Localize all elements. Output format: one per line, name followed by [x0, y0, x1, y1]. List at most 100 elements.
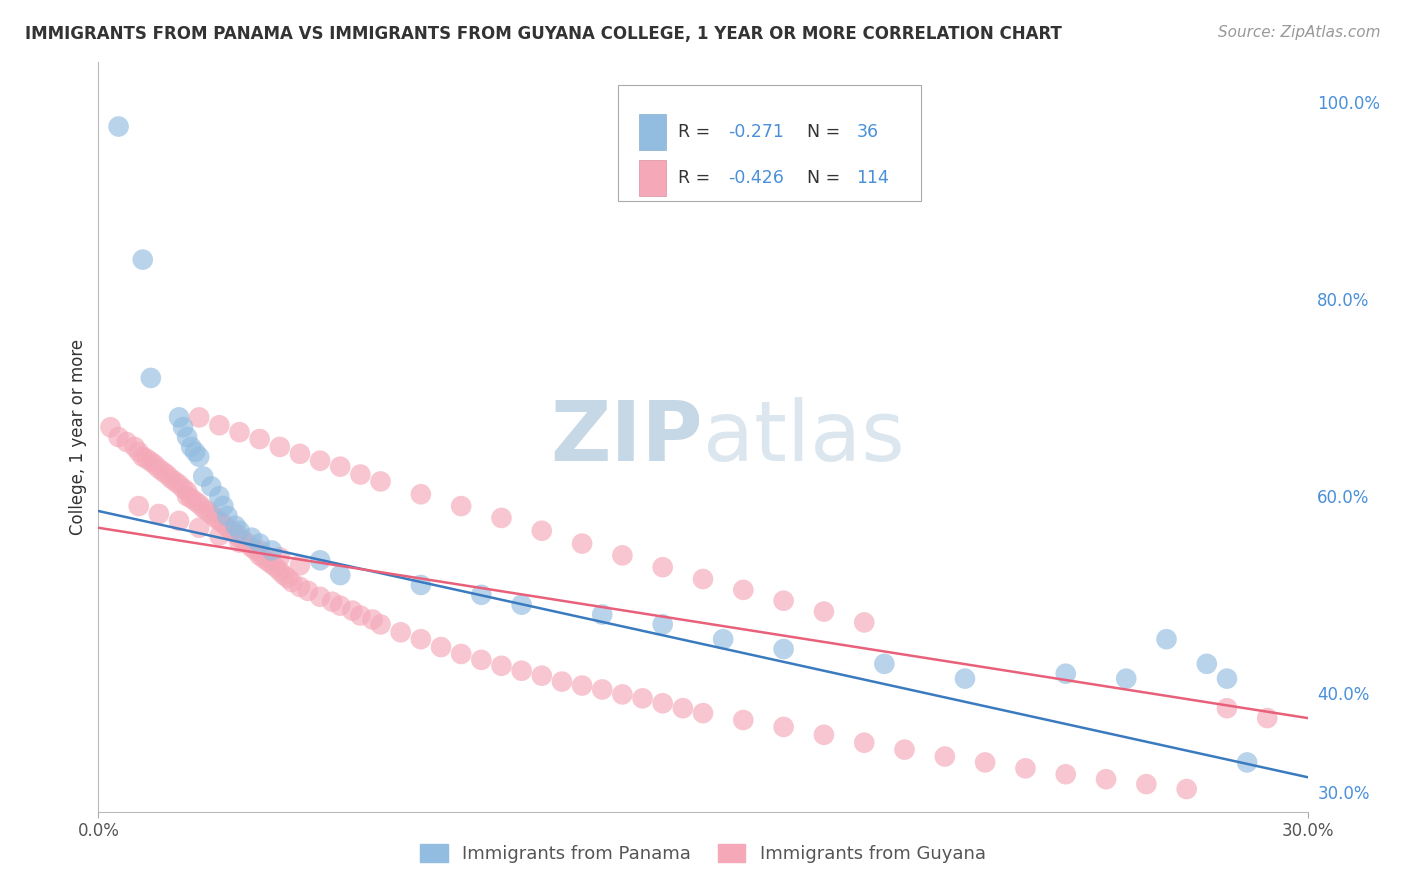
Point	[163, 475, 186, 489]
Point	[208, 529, 231, 543]
Point	[167, 410, 190, 425]
Point	[733, 713, 755, 727]
Point	[772, 720, 794, 734]
Point	[1054, 767, 1077, 781]
Point	[491, 658, 513, 673]
Point	[450, 499, 472, 513]
Point	[217, 521, 239, 535]
Point	[107, 430, 129, 444]
Point	[208, 489, 231, 503]
Point	[269, 440, 291, 454]
Point	[180, 440, 202, 454]
Point	[450, 647, 472, 661]
Point	[1135, 777, 1157, 791]
Point	[873, 657, 896, 671]
Point	[256, 554, 278, 568]
Point	[260, 558, 283, 572]
Point	[530, 524, 553, 538]
Text: R =: R =	[678, 169, 716, 186]
Point	[361, 612, 384, 626]
Point	[309, 454, 332, 468]
Point	[176, 430, 198, 444]
Point	[195, 504, 218, 518]
Point	[1216, 701, 1239, 715]
Point	[208, 514, 231, 528]
Point	[974, 756, 997, 770]
Point	[184, 445, 207, 459]
Text: 114: 114	[856, 169, 890, 186]
Point	[329, 568, 352, 582]
Point	[733, 582, 755, 597]
Point	[571, 679, 593, 693]
Point	[813, 605, 835, 619]
Point	[1095, 772, 1118, 787]
Point	[135, 451, 157, 466]
Point	[510, 664, 533, 678]
Point	[1014, 761, 1036, 775]
Point	[1115, 672, 1137, 686]
Point	[853, 736, 876, 750]
Point	[349, 467, 371, 482]
Bar	[638, 114, 665, 150]
Point	[249, 536, 271, 550]
Point	[228, 535, 250, 549]
Point	[124, 440, 146, 454]
Point	[232, 533, 254, 548]
Point	[297, 583, 319, 598]
Point	[176, 489, 198, 503]
Point	[772, 593, 794, 607]
Point	[180, 491, 202, 506]
Point	[1256, 711, 1278, 725]
Point	[612, 687, 634, 701]
Point	[193, 501, 215, 516]
Point	[143, 458, 166, 472]
Point	[260, 543, 283, 558]
Point	[631, 691, 654, 706]
Point	[212, 516, 235, 531]
Point	[470, 588, 492, 602]
Text: -0.426: -0.426	[728, 169, 785, 186]
Point	[711, 632, 734, 647]
Point	[551, 674, 574, 689]
Point	[370, 617, 392, 632]
Point	[269, 564, 291, 578]
Point	[148, 461, 170, 475]
Point	[172, 420, 194, 434]
Point	[288, 447, 311, 461]
Point	[156, 467, 179, 482]
Point	[188, 410, 211, 425]
Point	[240, 541, 263, 555]
Point	[217, 508, 239, 523]
Point	[1054, 666, 1077, 681]
Point	[167, 514, 190, 528]
Point	[176, 484, 198, 499]
Point	[813, 728, 835, 742]
Point	[571, 536, 593, 550]
Point	[100, 420, 122, 434]
Point	[470, 653, 492, 667]
Point	[253, 551, 276, 566]
Point	[236, 536, 259, 550]
Point	[1156, 632, 1178, 647]
Point	[1236, 756, 1258, 770]
Point	[692, 572, 714, 586]
Point	[349, 608, 371, 623]
Point	[612, 549, 634, 563]
Point	[288, 558, 311, 573]
Point	[249, 543, 271, 558]
Point	[172, 481, 194, 495]
Point	[430, 640, 453, 654]
Point	[204, 511, 226, 525]
Point	[139, 455, 162, 469]
Point	[193, 469, 215, 483]
Point	[692, 706, 714, 720]
Point	[672, 701, 695, 715]
Point	[221, 524, 243, 538]
Point	[212, 499, 235, 513]
Point	[772, 642, 794, 657]
Point	[1195, 657, 1218, 671]
Point	[409, 578, 432, 592]
Text: 36: 36	[856, 123, 879, 141]
Point	[853, 615, 876, 630]
Point	[1216, 672, 1239, 686]
